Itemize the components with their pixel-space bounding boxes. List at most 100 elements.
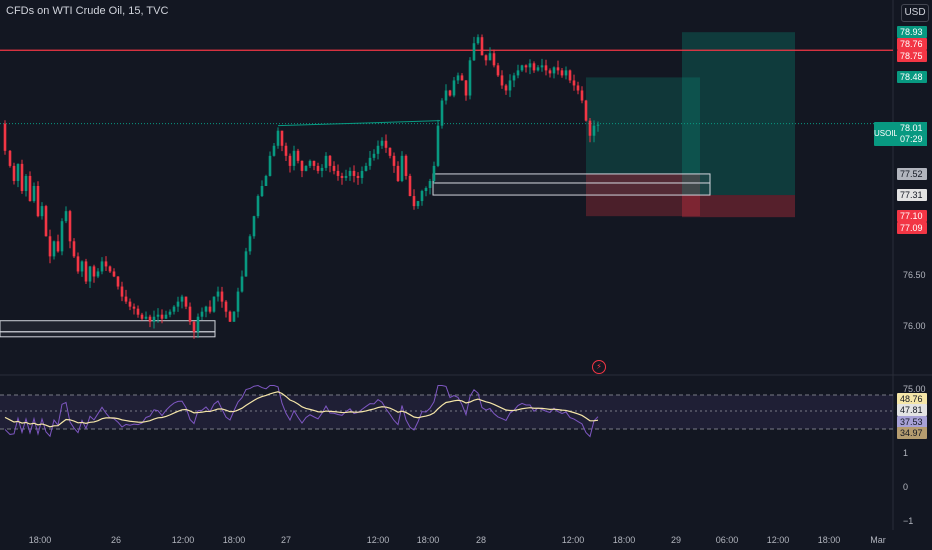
candle-body: [204, 306, 208, 312]
candle-body: [160, 314, 164, 319]
candle-body: [280, 130, 284, 146]
candle-body: [344, 175, 348, 178]
zone-rectangle: [432, 182, 711, 196]
candle-body: [512, 75, 516, 81]
candle-body: [568, 70, 572, 81]
candle-body: [444, 90, 448, 101]
candle-body: [348, 170, 352, 176]
price-label: 78.93: [897, 26, 927, 39]
rsi-label: 48.76: [897, 393, 927, 405]
candle-body: [332, 165, 336, 171]
rsi-band: [0, 395, 893, 429]
rsi-tick-label: 75.00: [903, 384, 926, 394]
candle-body: [412, 196, 416, 207]
rsi-tick-label: −1: [903, 516, 914, 526]
candle-body: [20, 163, 24, 192]
price-label: 77.52: [897, 167, 927, 180]
candle-body: [116, 276, 120, 287]
candle-body: [52, 241, 56, 257]
candle-body: [28, 175, 32, 202]
candle-body: [136, 308, 140, 315]
candle-body: [264, 175, 268, 186]
candle-body: [524, 65, 528, 68]
candle-body: [352, 170, 356, 176]
x-tick-label: 12:00: [366, 535, 390, 545]
candle-body: [48, 236, 52, 257]
candle-body: [240, 276, 244, 292]
zone-rectangle: [0, 331, 216, 338]
candle-body: [288, 155, 292, 166]
candle-body: [172, 306, 176, 312]
zone-rectangle: [0, 320, 216, 333]
chart-title: CFDs on WTI Crude Oil, 15, TVC: [6, 5, 169, 17]
candle-body: [168, 311, 172, 315]
candle-body: [12, 165, 16, 181]
candle-body: [452, 80, 456, 96]
candle-body: [480, 37, 484, 56]
candle-body: [528, 63, 532, 68]
candle-body: [460, 75, 464, 81]
price-label: 78.76: [897, 38, 927, 51]
x-tick-label: 18:00: [416, 535, 440, 545]
rsi-tick-label: 0: [903, 482, 909, 492]
candle-body: [188, 306, 192, 322]
x-tick-label: 26: [110, 535, 122, 545]
candle-body: [120, 286, 124, 297]
candle-body: [100, 261, 104, 272]
candle-body: [192, 321, 196, 332]
candle-body: [208, 306, 212, 312]
candle-body: [144, 316, 148, 319]
candle-body: [376, 145, 380, 154]
current-price: 78.01: [900, 123, 923, 133]
candle-body: [108, 266, 112, 272]
candle-body: [356, 175, 360, 178]
candle-body: [448, 90, 452, 96]
candle-body: [44, 206, 48, 237]
candle-body: [500, 75, 504, 86]
candle-body: [112, 271, 116, 277]
price-label: 78.75: [897, 50, 927, 63]
candle-body: [148, 316, 152, 322]
x-tick-label: 18:00: [612, 535, 636, 545]
candle-body: [476, 37, 480, 44]
candle-body: [72, 241, 76, 257]
candle-body: [36, 186, 40, 217]
flash-icon[interactable]: ⚡: [592, 360, 606, 374]
candle-body: [340, 175, 344, 178]
candle-body: [80, 261, 84, 272]
candle-body: [416, 201, 420, 207]
currency-button[interactable]: USD: [901, 4, 929, 22]
candle-body: [456, 75, 460, 81]
position-stop-zone: [682, 195, 795, 218]
x-tick-label: 12:00: [171, 535, 195, 545]
y-tick-label: 76.00: [903, 320, 926, 331]
zone-rectangle: [432, 173, 711, 184]
x-tick-label: 18:00: [28, 535, 52, 545]
candle-body: [200, 311, 204, 317]
candle-body: [24, 175, 28, 192]
candle-body: [236, 291, 240, 312]
candle-body: [488, 53, 492, 61]
candle-body: [588, 120, 592, 136]
candle-body: [304, 165, 308, 171]
candle-body: [508, 80, 512, 91]
candle-body: [320, 167, 324, 171]
price-label: 77.31: [897, 189, 927, 202]
y-tick-label: 76.50: [903, 270, 926, 281]
candle-body: [276, 130, 280, 146]
candle-body: [504, 85, 508, 91]
candle-body: [364, 165, 368, 171]
candle-body: [392, 155, 396, 166]
candle-body: [324, 155, 328, 168]
candle-body: [396, 165, 400, 181]
candle-body: [128, 301, 132, 307]
x-tick-label: 29: [670, 535, 682, 545]
candle-body: [404, 155, 408, 176]
candle-body: [552, 67, 556, 74]
rsi-label: 37.53: [897, 416, 927, 428]
candle-body: [284, 145, 288, 156]
candle-body: [584, 100, 588, 121]
candle-body: [388, 147, 392, 156]
candle-body: [96, 271, 100, 277]
